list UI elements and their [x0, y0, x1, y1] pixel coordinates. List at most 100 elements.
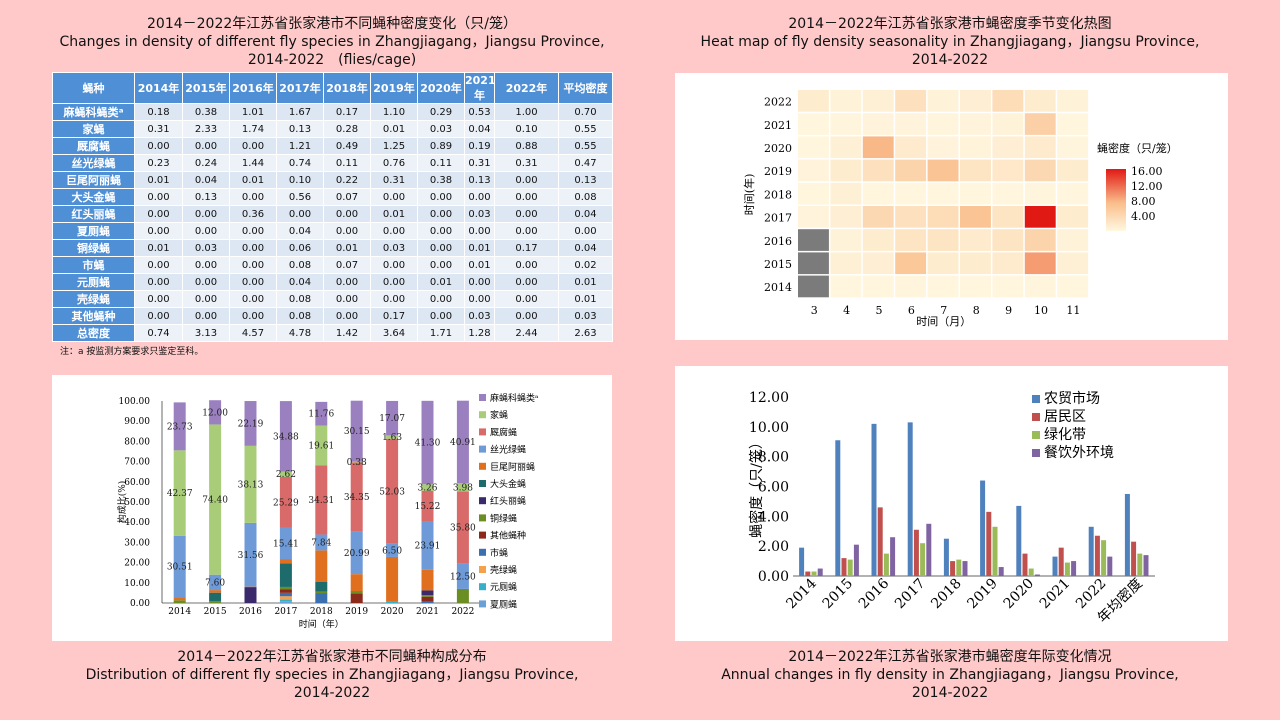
heatmap-cell	[895, 90, 927, 112]
table-header-cell: 2017年	[276, 72, 324, 104]
stacked-bar-segment	[244, 587, 257, 603]
density-value-cell: 0.03	[558, 307, 613, 325]
stacked-data-label: 31.56	[238, 551, 264, 561]
heatmap-cell	[992, 275, 1024, 298]
stacked-data-label: 15.22	[415, 502, 441, 512]
stacked-bar-segment	[173, 402, 186, 451]
density-value-cell: 0.00	[134, 205, 183, 223]
heatmap-legend-title: 蝇密度（只/笼）	[1097, 141, 1178, 155]
density-value-cell: 0.01	[134, 239, 183, 257]
heatmap-x-tick: 9	[1005, 304, 1012, 317]
heatmap-x-tick: 10	[1034, 304, 1048, 317]
species-name-cell: 铜绿蝇	[52, 239, 135, 257]
annual-x-tick: 2017	[892, 576, 929, 613]
density-value-cell: 0.55	[558, 120, 613, 138]
density-value-cell: 0.31	[370, 171, 418, 189]
heatmap-y-tick: 2020	[764, 142, 792, 155]
heatmap-cell	[960, 113, 991, 135]
annual-legend-swatch	[1032, 449, 1040, 457]
stacked-bar-segment	[209, 592, 222, 602]
annual-caption: 2014－2022年江苏省张家港市蝇密度年际变化情况 Annual change…	[675, 648, 1225, 702]
table-header-row: 蝇种 2014年 2015年 2016年 2017年 2018年 2019年 2020年 202…	[52, 72, 613, 104]
heatmap-cell	[927, 252, 959, 275]
table-row: 红头丽蝇 0.00 0.00 0.36 0.00 0.00 0.01 0.00 0.03 0.00…	[52, 205, 613, 223]
density-value-cell: 0.00	[229, 239, 277, 257]
heatmap-cell	[960, 275, 991, 298]
density-value-cell: 0.31	[494, 154, 559, 172]
heatmap-legend-tick: 4.00	[1131, 210, 1156, 223]
table-row: 家蝇 0.31 2.33 1.74 0.13 0.28 0.01 0.03 0.04 0.10 0.…	[52, 120, 613, 138]
stacked-bar-segment	[279, 401, 292, 472]
density-value-cell: 0.02	[558, 256, 613, 274]
annual-bar	[980, 480, 986, 576]
species-name-cell: 家蝇	[52, 120, 135, 138]
heatmap-x-tick: 3	[811, 304, 818, 317]
heatmap-y-tick: 2016	[764, 235, 792, 248]
table-row: 麻蝇科蝇类ᵃ 0.18 0.38 1.01 1.67 0.17 1.10 0.29 0.53 1.…	[52, 103, 613, 121]
heatmap-cell	[830, 275, 862, 298]
annual-bar	[877, 507, 883, 576]
annual-bar	[1101, 540, 1107, 576]
annual-bar	[1028, 568, 1034, 576]
annual-legend-swatch	[1032, 413, 1040, 421]
stacked-y-tick: 30.00	[124, 538, 150, 548]
annual-bar	[835, 440, 841, 576]
heatmap-cell	[798, 136, 829, 159]
density-value-cell: 0.74	[276, 154, 324, 172]
density-value-cell: 0.17	[323, 103, 371, 121]
density-value-cell: 0.18	[134, 103, 183, 121]
heatmap-cell	[927, 182, 959, 205]
density-value-cell: 0.13	[276, 120, 324, 138]
heatmap-cell	[1057, 252, 1089, 275]
heatmap-cell	[1024, 229, 1056, 251]
density-value-cell: 0.00	[134, 222, 183, 240]
stacked-bar-segment	[315, 591, 328, 594]
annual-bar	[805, 571, 811, 576]
stacked-data-label: 12.00	[202, 408, 228, 418]
table-header-cell: 2015年	[182, 72, 230, 104]
stacked-legend-label: 麻蝇科蝇类ᵃ	[490, 392, 539, 404]
density-value-cell: 0.04	[464, 120, 495, 138]
heatmap-chart: 2022 2021 2020 2019 2018 2017 2016 2015 2014 3 4 5 6…	[742, 90, 1178, 328]
density-value-cell: 0.00	[464, 222, 495, 240]
stacked-y-tick: 80.00	[124, 437, 150, 447]
heatmap-cell	[895, 182, 927, 205]
stacked-bar-segment	[279, 596, 292, 600]
table-row: 壳绿蝇 0.00 0.00 0.00 0.08 0.00 0.00 0.00 0.00 0.00 0…	[52, 290, 613, 308]
table-row: 大头金蝇 0.00 0.13 0.00 0.56 0.07 0.00 0.00 0.00 0.00…	[52, 188, 613, 206]
heatmap-cell	[895, 252, 927, 275]
annual-bar	[1124, 493, 1130, 576]
heatmap-cell	[895, 229, 927, 251]
stacked-data-label: 23.73	[167, 422, 193, 432]
heatmap-cell	[1057, 229, 1089, 251]
stacked-bar-segment	[386, 438, 399, 544]
heatmap-caption-en: Heat map of fly density seasonality in Z…	[700, 34, 1200, 50]
heatmap-caption-zh: 2014－2022年江苏省张家港市蝇密度季节变化热图	[788, 16, 1112, 32]
heatmap-cell	[862, 113, 894, 135]
heatmap-cell	[830, 206, 862, 228]
stacked-data-label: 22.19	[238, 419, 264, 429]
density-value-cell: 2.63	[558, 324, 613, 342]
annual-bar	[1088, 526, 1094, 576]
density-value-cell: 0.19	[464, 137, 495, 155]
density-value-cell: 1.67	[276, 103, 324, 121]
density-value-cell: 0.00	[417, 222, 465, 240]
stacked-data-label: 17.07	[379, 414, 405, 424]
annual-bar	[883, 553, 889, 576]
species-name-cell: 厩腐蝇	[52, 137, 135, 155]
table-caption-en: Changes in density of different fly spec…	[59, 34, 605, 50]
stacked-data-label: 0.38	[347, 458, 367, 468]
table-row: 丝光绿蝇 0.23 0.24 1.44 0.74 0.11 0.76 0.11 0.31 0.31…	[52, 154, 613, 172]
annual-bar	[1107, 556, 1113, 576]
heatmap-cell	[895, 275, 927, 298]
stacked-data-label: 34.35	[344, 493, 370, 503]
stacked-data-label: 30.51	[167, 563, 193, 573]
stacked-legend-swatch	[479, 531, 486, 539]
stacked-bar-segment	[279, 592, 292, 597]
density-value-cell: 1.21	[276, 137, 324, 155]
density-value-cell: 3.64	[370, 324, 418, 342]
density-value-cell: 0.00	[182, 137, 230, 155]
stacked-bar-segment	[421, 596, 434, 602]
stacked-data-label: 19.61	[308, 441, 334, 451]
density-value-cell: 0.00	[494, 222, 559, 240]
